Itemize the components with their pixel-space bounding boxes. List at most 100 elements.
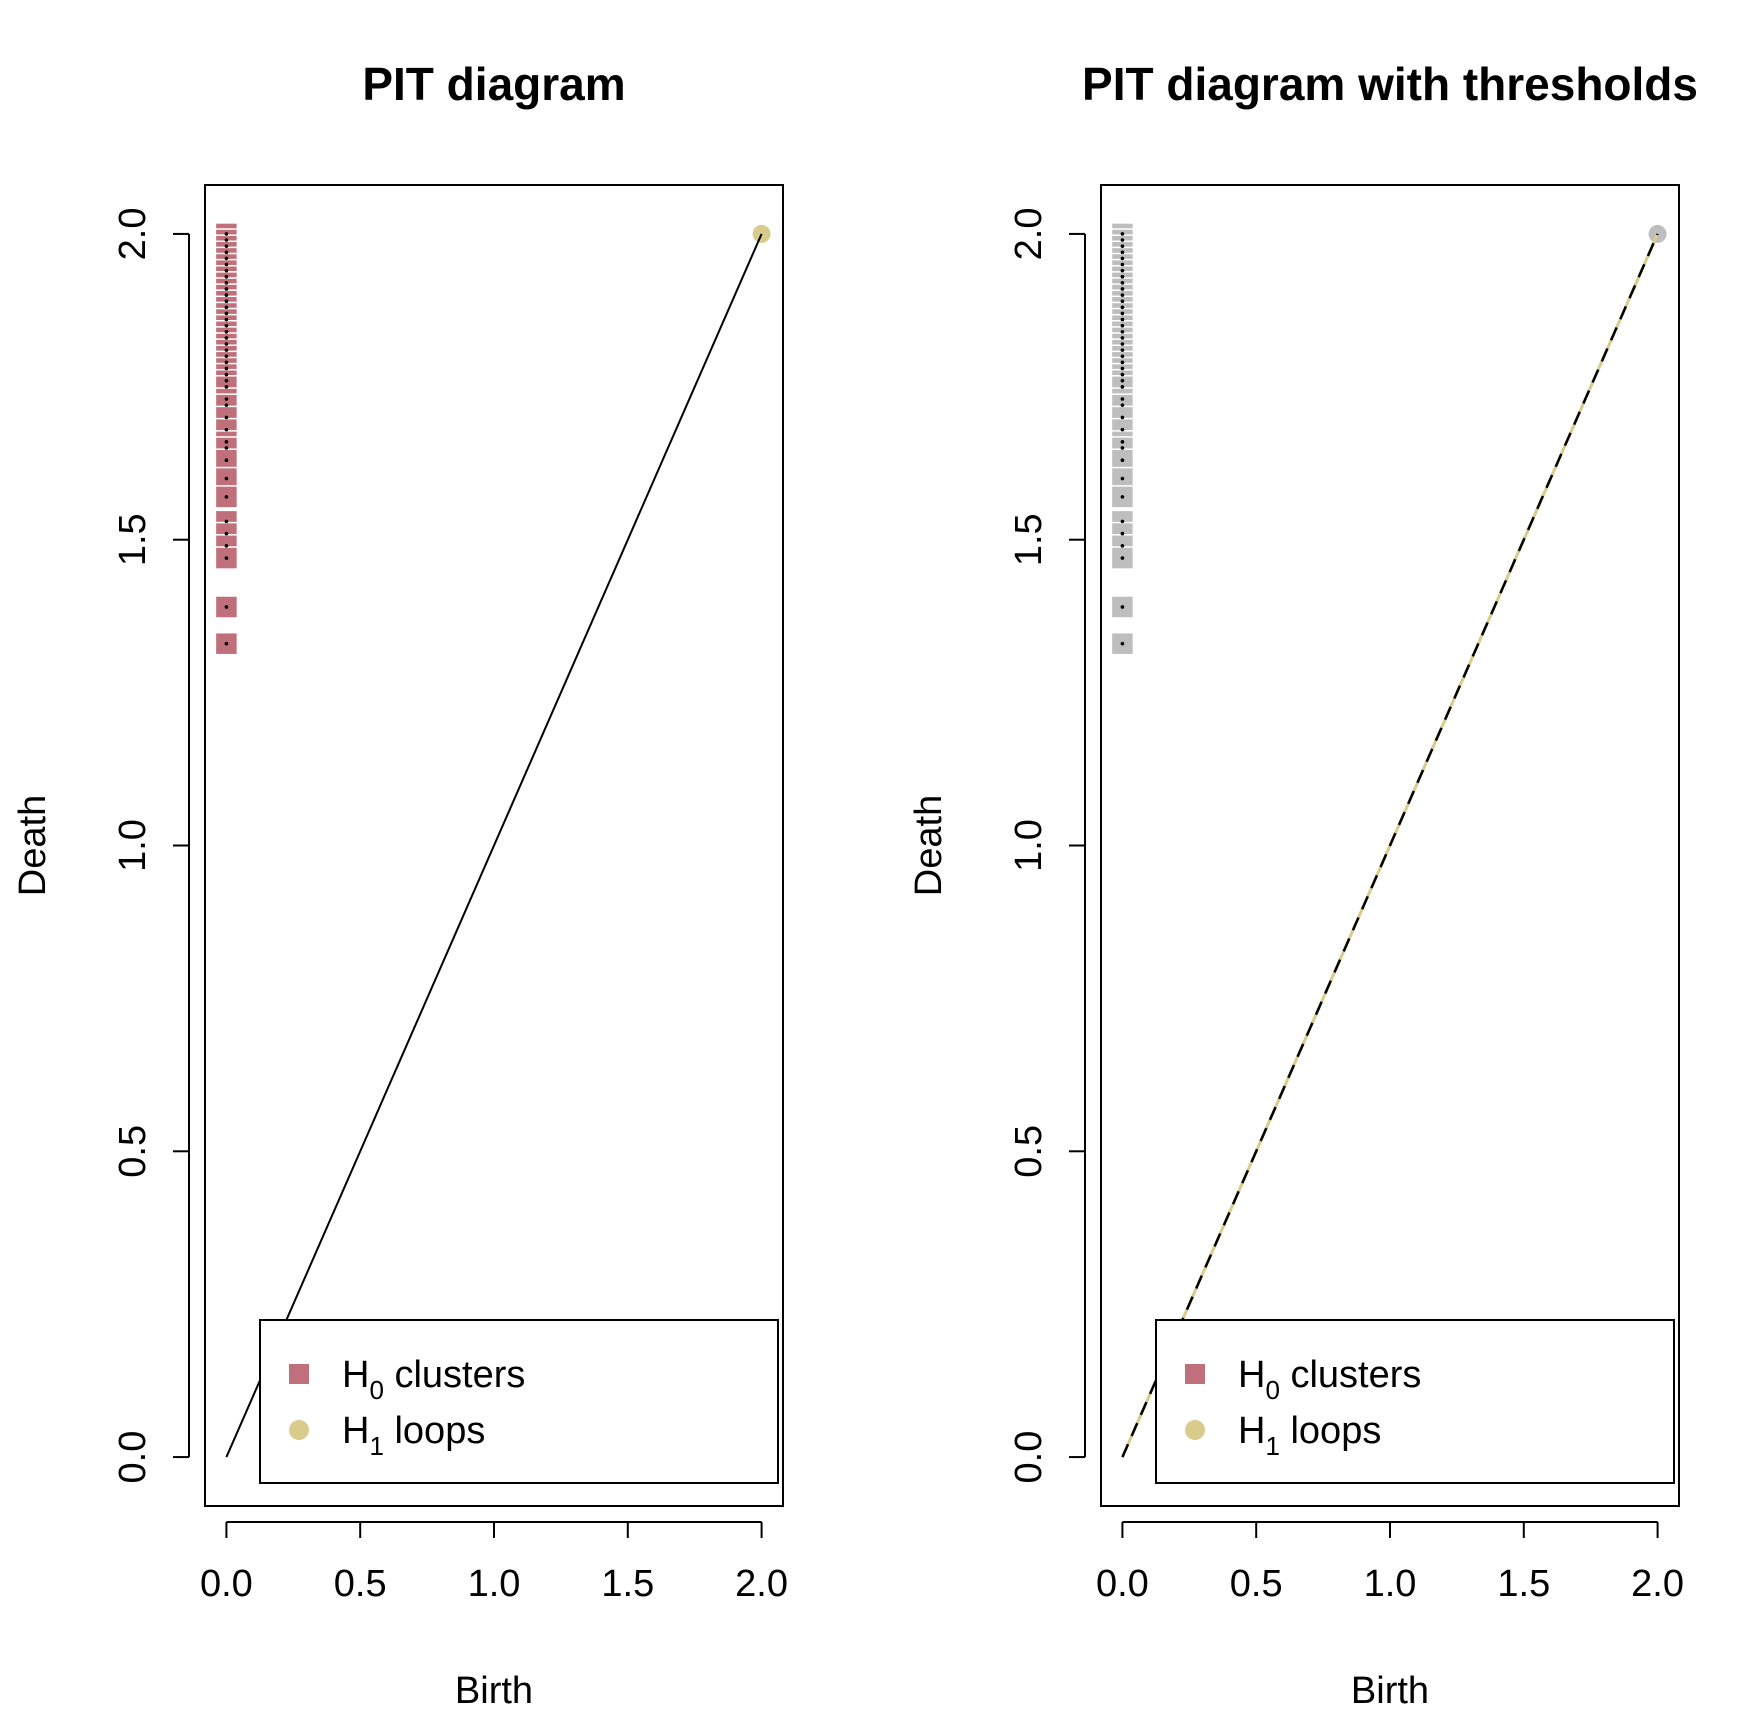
- h0-point-dot: [1120, 268, 1125, 273]
- y-tick-label: 2.0: [112, 208, 154, 261]
- legend-entry-subscript: 0: [369, 1375, 383, 1405]
- y-tick-label: 0.5: [1008, 1125, 1050, 1178]
- legend-entry-label: H0 clusters: [1238, 1354, 1421, 1405]
- y-tick-label: 1.0: [112, 819, 154, 872]
- x-axis-label: Birth: [1351, 1670, 1429, 1712]
- x-tick-label: 1.0: [1364, 1563, 1417, 1605]
- y-tick-label: 2.0: [1008, 208, 1050, 261]
- y-axis-label: Death: [908, 795, 950, 896]
- x-tick-label: 1.5: [601, 1563, 654, 1605]
- legend-entry-letter: H: [1238, 1410, 1265, 1452]
- h0-point-dot: [1120, 262, 1125, 267]
- y-tick-label: 1.5: [112, 513, 154, 566]
- h0-point-dot: [1120, 329, 1125, 334]
- x-tick-label: 0.5: [334, 1563, 387, 1605]
- h0-point-dot: [1120, 293, 1125, 297]
- h0-point-dot: [224, 262, 229, 267]
- h0-point-dot: [224, 360, 229, 365]
- h0-point-dot: [1120, 519, 1125, 524]
- legend-entry-label: H1 loops: [1238, 1410, 1381, 1461]
- legend-marker-square: [289, 1364, 309, 1384]
- h0-point-dot: [224, 256, 229, 261]
- legend-box: [1155, 1319, 1675, 1484]
- legend-entry-subscript: 0: [1265, 1375, 1279, 1405]
- h0-point-dot: [224, 311, 229, 316]
- h0-point-dot: [1120, 256, 1125, 261]
- x-axis-label: Birth: [455, 1670, 533, 1712]
- h0-point-dot: [224, 238, 229, 242]
- h0-point-dot: [1120, 317, 1125, 322]
- h0-point-dot: [224, 605, 229, 609]
- h0-point-dot: [1120, 403, 1125, 407]
- plot-frame: [204, 184, 784, 1507]
- h0-point-dot: [1120, 342, 1125, 346]
- legend-entry-subscript: 1: [1265, 1431, 1279, 1461]
- h0-point-dot: [224, 317, 229, 322]
- h0-point-dot: [1120, 641, 1125, 646]
- h0-point-dot: [1120, 440, 1125, 444]
- h0-point-dot: [224, 544, 229, 548]
- y-tick-label: 0.5: [112, 1125, 154, 1178]
- h0-point-dot: [224, 440, 229, 444]
- h0-point-dot: [224, 476, 229, 481]
- legend-entry-label: H0 clusters: [342, 1354, 525, 1405]
- x-tick-label: 1.5: [1497, 1563, 1550, 1605]
- y-tick-label: 0.0: [112, 1431, 154, 1484]
- legend-marker-square: [1185, 1364, 1205, 1384]
- diagonal-line: [225, 233, 763, 1458]
- h0-point-dot: [1120, 287, 1125, 291]
- h0-point-dot: [224, 531, 229, 536]
- h0-point-dot: [224, 287, 229, 291]
- legend-marker-circle: [1185, 1420, 1205, 1440]
- h0-point-dot: [1120, 366, 1125, 371]
- h0-point-dot: [1120, 544, 1125, 548]
- h0-point-dot: [1120, 348, 1125, 352]
- h0-point-dot: [1120, 458, 1125, 463]
- h0-point-dot: [1120, 476, 1125, 481]
- h0-point-dot: [224, 281, 229, 285]
- h0-point-dot: [224, 329, 229, 334]
- x-tick-label: 0.5: [1230, 1563, 1283, 1605]
- x-tick-label: 1.0: [468, 1563, 521, 1605]
- legend-box: [259, 1319, 779, 1484]
- h0-point-dot: [224, 397, 229, 401]
- legend-entry-text: clusters: [384, 1354, 525, 1396]
- h0-point-dot: [1120, 311, 1125, 316]
- h0-point-dot: [1120, 274, 1125, 279]
- x-tick-label: 2.0: [735, 1563, 788, 1605]
- legend-entry-letter: H: [342, 1354, 369, 1396]
- y-tick-label: 0.0: [1008, 1431, 1050, 1484]
- h0-point-dot: [1120, 378, 1125, 383]
- h0-point-dot: [224, 495, 229, 499]
- h0-point-dot: [1120, 354, 1125, 359]
- h0-point-dot: [224, 556, 229, 560]
- h0-point-dot: [1120, 531, 1125, 536]
- h0-point-dot: [1120, 427, 1125, 432]
- h0-points: [214, 222, 771, 656]
- h0-point-dot: [224, 293, 229, 297]
- h0-point-dot: [224, 268, 229, 273]
- h0-point-dot: [224, 519, 229, 524]
- h0-points: [1110, 222, 1667, 656]
- h0-point-dot: [224, 372, 229, 377]
- h0-point-dot: [1120, 415, 1125, 420]
- h0-point-dot: [224, 458, 229, 463]
- y-tick-label: 1.0: [1008, 819, 1050, 872]
- legend-entry-label: H1 loops: [342, 1410, 485, 1461]
- legend-entry-text: loops: [384, 1410, 485, 1452]
- h0-point-dot: [224, 299, 229, 303]
- chart-panel-1: PIT diagram 0.0 0.5 1.0 1.5 2.0 Birth 0.0 0.5 1.0…: [12, 58, 788, 1712]
- legend-entry-text: clusters: [1280, 1354, 1421, 1396]
- h0-point-dot: [1120, 360, 1125, 365]
- x-tick-label: 0.0: [200, 1563, 253, 1605]
- h0-point-dot: [224, 336, 229, 340]
- legend-entry-letter: H: [1238, 1354, 1265, 1396]
- h0-point-dot: [224, 305, 229, 310]
- h0-point-dot: [1120, 244, 1125, 248]
- h0-point-dot: [224, 641, 229, 646]
- h0-point-dot: [1120, 299, 1125, 303]
- h0-point-dot: [224, 427, 229, 432]
- h0-point-dot: [1120, 372, 1125, 377]
